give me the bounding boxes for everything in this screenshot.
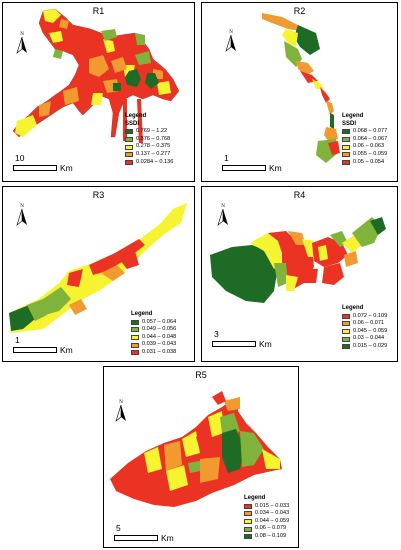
panel-title: R2 [293, 6, 306, 16]
legend-item: 0.034 – 0.043 [244, 510, 289, 518]
legend-item: 0.044 – 0.059 [244, 518, 289, 526]
legend-item: 0.015 – 0.029 [342, 343, 387, 351]
legend-item: 0.045 – 0.059 [342, 328, 387, 336]
north-label: N [20, 32, 24, 37]
legend-title: Legend [131, 311, 153, 317]
legend-item: 0.06 – 0.071 [342, 320, 387, 328]
panel-r4: R4 N Legend 0.072 – 0.109 0.06 – 0.071 0… [201, 186, 398, 362]
panel-r3: R3 N Legend 0.057 – 0.064 0.049 – 0.056 … [2, 186, 195, 362]
scale-value: 10 [15, 153, 25, 163]
legend-item: 0.057 – 0.064 [131, 319, 176, 327]
legend-item: 0.055 – 0.059 [342, 151, 387, 159]
legend-item: 0.08 – 0.109 [244, 533, 289, 541]
panel-r2: R2 N Legend SSDI 0.068 – 0.077 0.064 – 0… [201, 2, 398, 182]
scale-rect [222, 165, 266, 171]
panel-title: R3 [92, 190, 105, 200]
region-map-r4 [210, 217, 386, 303]
legend-item: 0.03 – 0.044 [342, 335, 387, 343]
zone-orange [89, 55, 109, 77]
legend-item: 0.06 – 0.079 [244, 525, 289, 533]
legend: Legend SSDI 0.068 – 0.077 0.064 – 0.067 … [342, 113, 387, 166]
scale-unit: Km [259, 339, 272, 349]
panel-title: R5 [195, 370, 207, 380]
zone-darkgreen [125, 69, 141, 87]
north-arrow: N [15, 201, 29, 227]
legend-item: 0.278 – 0.375 [125, 143, 173, 151]
north-label: N [229, 30, 233, 35]
north-label: N [20, 204, 24, 209]
panel-title: R1 [92, 6, 105, 16]
legend-item: 0.072 – 0.109 [342, 313, 387, 321]
legend-swatch [125, 159, 133, 165]
north-arrow: N [216, 201, 230, 227]
legend-subtitle: SSDI [342, 120, 357, 127]
legend-subtitle: SSDI [125, 120, 140, 127]
legend-item: 0.031 – 0.038 [131, 349, 176, 357]
zone-lightgreen [101, 29, 117, 41]
legend-item: 0.137 – 0.277 [125, 151, 173, 159]
legend-item: 0.064 – 0.067 [342, 136, 387, 144]
legend-item: 0.068 – 0.077 [342, 128, 387, 136]
scale-value: 5 [116, 523, 121, 533]
legend-item: 0.06 – 0.063 [342, 143, 387, 151]
legend-swatch [125, 137, 133, 143]
panel-r1: R1 N [2, 2, 195, 182]
legend-title: Legend [244, 495, 266, 501]
scale-unit: Km [161, 533, 174, 543]
scale-rect [212, 341, 256, 347]
legend-item: 0.015 – 0.033 [244, 503, 289, 511]
north-arrow: N [224, 27, 238, 53]
legend-item: 0.0284 – 0.136 [125, 159, 173, 167]
north-label: N [221, 204, 225, 209]
legend: Legend 0.072 – 0.109 0.06 – 0.071 0.045 … [342, 305, 387, 351]
legend-item: 0.376 – 0.768 [125, 136, 173, 144]
legend-item: 0.044 – 0.048 [131, 334, 176, 342]
legend-title: Legend [342, 305, 364, 311]
scale-unit: Km [60, 345, 73, 355]
legend-swatch [125, 129, 133, 135]
legend-item: 0.039 – 0.043 [131, 341, 176, 349]
scale-unit: Km [269, 163, 282, 173]
legend-title: Legend [125, 113, 147, 119]
legend: Legend 0.057 – 0.064 0.049 – 0.056 0.044… [131, 311, 176, 357]
region-map-r2 [262, 13, 340, 163]
region-map-r3 [9, 203, 187, 333]
legend: Legend 0.015 – 0.033 0.034 – 0.043 0.044… [244, 495, 289, 541]
scale-rect [13, 165, 57, 171]
scale-value: 1 [15, 335, 20, 345]
north-arrow: N [15, 29, 29, 55]
legend-swatch [125, 152, 133, 158]
region-map-r1 [12, 8, 180, 143]
legend-item: 0.769 – 1.22 [125, 128, 173, 136]
north-arrow: N [114, 397, 128, 423]
legend: Legend SSDI 0.769 – 1.22 0.376 – 0.768 0… [125, 113, 173, 166]
scale-rect [13, 347, 57, 353]
legend-item: 0.049 – 0.056 [131, 326, 176, 334]
scale-value: 1 [224, 153, 229, 163]
panel-r5: R5 N Legend 0.015 – 0.033 0.034 – 0.043 … [103, 366, 299, 548]
legend-swatch [125, 144, 133, 150]
legend-title: Legend [342, 113, 364, 119]
north-label: N [119, 400, 123, 405]
scale-rect [114, 535, 158, 541]
region-map-r5 [110, 391, 282, 507]
zone-yellow [43, 9, 61, 23]
panel-title: R4 [293, 190, 306, 200]
scale-unit: Km [60, 163, 73, 173]
legend-item: 0.05 – 0.054 [342, 159, 387, 167]
scale-value: 3 [214, 329, 219, 339]
